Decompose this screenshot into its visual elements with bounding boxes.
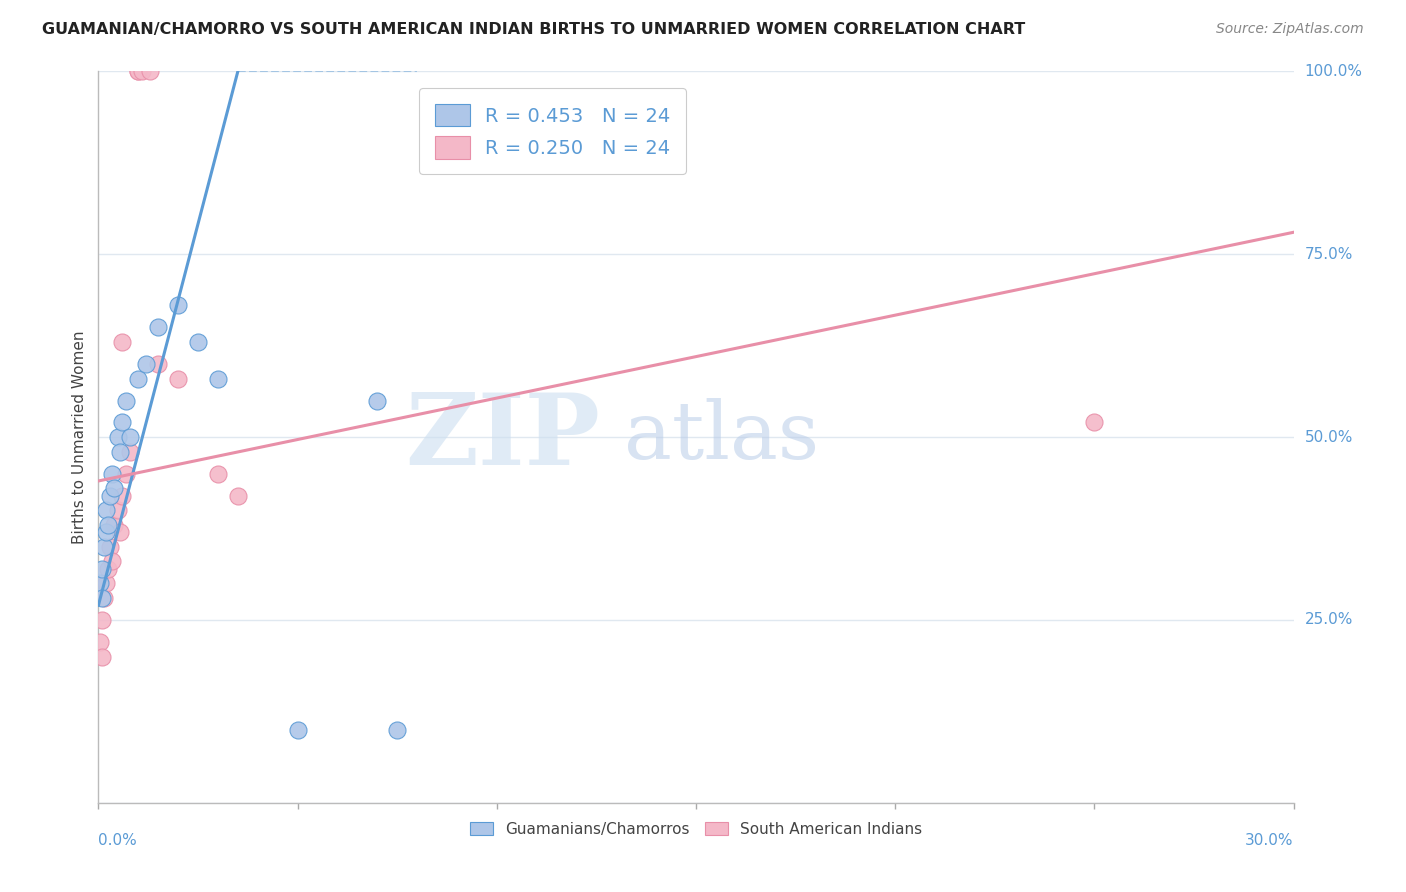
Point xyxy=(115,467,138,481)
Text: Source: ZipAtlas.com: Source: ZipAtlas.com xyxy=(1216,22,1364,37)
Point xyxy=(127,64,149,78)
Point xyxy=(107,503,129,517)
Text: 100.0%: 100.0% xyxy=(1305,64,1362,78)
Text: 75.0%: 75.0% xyxy=(1305,247,1353,261)
Point xyxy=(207,467,229,481)
Point xyxy=(89,635,111,649)
Point xyxy=(226,489,249,503)
Point xyxy=(148,320,170,334)
Point xyxy=(120,430,142,444)
Point xyxy=(107,430,129,444)
Y-axis label: Births to Unmarried Women: Births to Unmarried Women xyxy=(72,330,87,544)
Point xyxy=(366,393,388,408)
Point xyxy=(287,723,309,737)
Point xyxy=(96,576,118,591)
Point xyxy=(96,503,118,517)
Point xyxy=(97,562,120,576)
Text: GUAMANIAN/CHAMORRO VS SOUTH AMERICAN INDIAN BIRTHS TO UNMARRIED WOMEN CORRELATIO: GUAMANIAN/CHAMORRO VS SOUTH AMERICAN IND… xyxy=(42,22,1025,37)
Point xyxy=(131,64,153,78)
Point xyxy=(207,371,229,385)
Point xyxy=(110,444,132,458)
Point xyxy=(111,334,134,349)
Point xyxy=(167,298,190,312)
Point xyxy=(98,489,122,503)
Point xyxy=(97,517,120,532)
Point xyxy=(111,416,134,430)
Point xyxy=(127,371,149,385)
Point xyxy=(110,525,132,540)
Point xyxy=(96,525,118,540)
Text: 0.0%: 0.0% xyxy=(98,833,138,848)
Point xyxy=(167,371,190,385)
Point xyxy=(385,723,409,737)
Point xyxy=(93,540,115,554)
Point xyxy=(127,64,149,78)
Text: 50.0%: 50.0% xyxy=(1305,430,1353,444)
Point xyxy=(1083,416,1105,430)
Point xyxy=(90,591,112,605)
Point xyxy=(135,357,157,371)
Text: ZIP: ZIP xyxy=(405,389,600,485)
Point xyxy=(120,444,142,458)
Point xyxy=(98,540,122,554)
Legend: Guamanians/Chamorros, South American Indians: Guamanians/Chamorros, South American Ind… xyxy=(464,815,928,843)
Point xyxy=(90,649,112,664)
Point xyxy=(148,357,170,371)
Point xyxy=(103,517,125,532)
Text: 30.0%: 30.0% xyxy=(1246,833,1294,848)
Text: 25.0%: 25.0% xyxy=(1305,613,1353,627)
Point xyxy=(111,489,134,503)
Point xyxy=(103,481,125,495)
Point xyxy=(93,591,115,605)
Point xyxy=(91,613,114,627)
Point xyxy=(101,467,124,481)
Point xyxy=(187,334,209,349)
Point xyxy=(115,393,138,408)
Point xyxy=(89,576,111,591)
Point xyxy=(139,64,162,78)
Point xyxy=(101,554,124,568)
Text: atlas: atlas xyxy=(624,398,820,476)
Point xyxy=(91,562,114,576)
